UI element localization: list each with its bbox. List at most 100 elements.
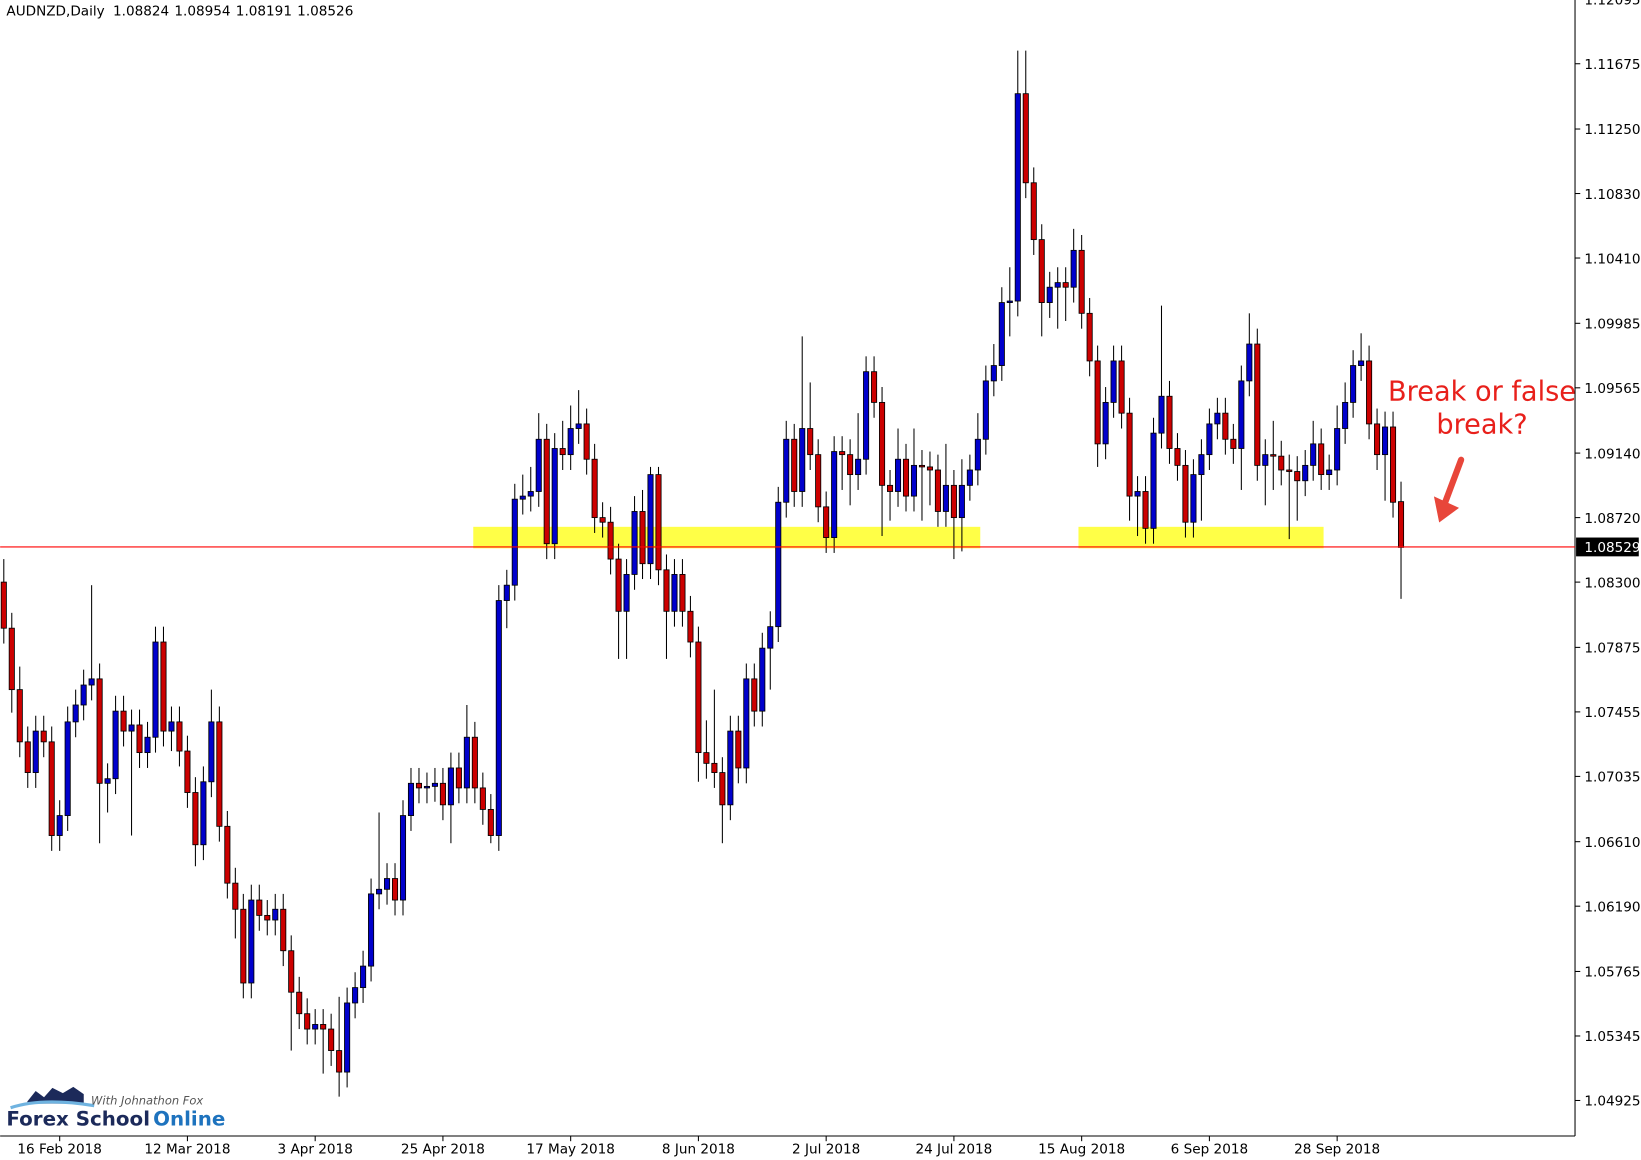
y-tick-label: 1.07455: [1584, 705, 1640, 721]
candle-body: [160, 641, 167, 732]
candle-body: [855, 458, 862, 476]
candle-body: [974, 438, 981, 471]
candle-body: [1134, 491, 1141, 497]
candle-body: [112, 710, 119, 780]
candle-body: [1206, 423, 1213, 456]
y-tick-label: 1.08720: [1584, 511, 1640, 527]
candle-body: [208, 721, 215, 783]
annotation-arrow: [1433, 456, 1465, 523]
candle-body: [695, 641, 702, 754]
candle-body: [1038, 239, 1045, 303]
y-tick-label: 1.08300: [1584, 575, 1640, 591]
candle-body: [1078, 249, 1085, 314]
candle-body: [128, 724, 135, 732]
candle-body: [1174, 448, 1181, 466]
candle-body: [894, 458, 902, 492]
header-open: 1.08824: [113, 4, 169, 20]
x-tick-label: 2 Jul 2018: [792, 1142, 860, 1158]
y-tick-label: 1.10410: [1584, 251, 1640, 267]
candle-body: [783, 438, 790, 503]
candle-body: [871, 371, 878, 403]
candle-body: [902, 458, 910, 497]
header-high: 1.08954: [174, 4, 230, 20]
candle-body: [703, 752, 710, 764]
candle-body: [136, 724, 143, 754]
candle-body: [1142, 491, 1149, 529]
header-low: 1.08191: [236, 4, 292, 20]
watermark: With Johnathon Fox Forex School Online: [6, 1086, 225, 1131]
candle-body: [368, 893, 375, 967]
candle-body: [471, 736, 478, 789]
header-close: 1.08526: [297, 4, 353, 20]
candle-body: [1014, 93, 1021, 302]
candle-body: [559, 448, 566, 456]
candle-body: [647, 474, 654, 565]
y-tick-label: 1.06610: [1584, 835, 1640, 851]
candle-body: [918, 464, 926, 468]
candle-body: [96, 678, 103, 784]
candle-body: [1302, 464, 1309, 482]
candle-body: [1094, 360, 1101, 445]
candle-body: [40, 730, 47, 743]
candle-body: [1118, 360, 1125, 414]
candle-body: [1110, 360, 1117, 403]
candle-body: [655, 474, 662, 571]
candle-body: [439, 782, 446, 806]
candle-body: [1270, 454, 1277, 457]
candle-body: [192, 792, 199, 846]
candle-body: [575, 423, 582, 429]
candle-body: [264, 914, 271, 921]
candle-body: [120, 710, 127, 732]
candle-body: [727, 730, 734, 806]
candle-body: [1006, 300, 1013, 303]
candle-body: [1166, 395, 1173, 449]
candle-body: [1390, 426, 1397, 503]
candle-body: [767, 626, 774, 649]
candle-body: [200, 781, 207, 846]
candle-body: [152, 641, 159, 738]
candle-body: [815, 454, 822, 508]
candle-body: [1326, 469, 1333, 476]
candle-body: [288, 950, 295, 993]
candle-body: [328, 1028, 335, 1051]
y-tick-label: 1.09565: [1584, 381, 1640, 397]
candle-body: [1397, 501, 1405, 548]
candle-body: [80, 684, 87, 706]
price-label-box: [1576, 537, 1639, 557]
candle-body: [423, 785, 430, 789]
candle-body: [463, 736, 470, 789]
x-tick-label: 25 Apr 2018: [401, 1142, 485, 1158]
candle-body: [64, 721, 71, 816]
candle-body: [543, 438, 550, 545]
candle-body: [1374, 423, 1381, 456]
candle-body: [144, 736, 151, 754]
candle-body: [0, 581, 7, 629]
candle-body: [511, 498, 518, 586]
candle-body: [72, 704, 79, 723]
candle-body: [1350, 365, 1357, 403]
candle-body: [1190, 474, 1197, 523]
candle-body: [631, 511, 638, 575]
candle-body: [168, 721, 175, 732]
candle-body: [607, 521, 614, 560]
candle-body: [1046, 286, 1053, 303]
candle-body: [1310, 443, 1317, 466]
chart-title: AUDNZD,Daily: [6, 4, 104, 20]
candle-body: [743, 678, 750, 769]
candle-body: [304, 1013, 311, 1030]
x-tick-label: 8 Jun 2018: [662, 1142, 735, 1158]
candle-body: [998, 302, 1005, 366]
candle-body: [1294, 471, 1301, 482]
candle-body: [663, 569, 670, 612]
y-tick-label: 1.10830: [1584, 187, 1640, 203]
candle-body: [1030, 182, 1037, 241]
candle-body: [982, 380, 989, 440]
candle-body: [184, 750, 191, 793]
candle-body: [232, 882, 239, 910]
candle-body: [1342, 401, 1349, 429]
candle-body: [431, 782, 438, 787]
